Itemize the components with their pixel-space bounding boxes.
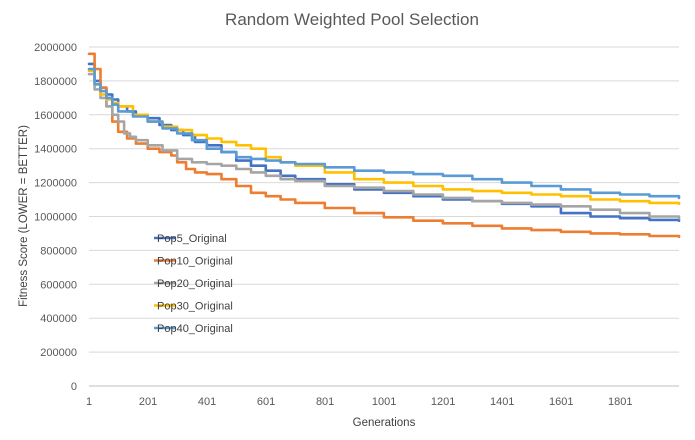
x-tick-label: 601 [257,396,275,408]
y-tick-label: 1400000 [34,144,77,156]
chart-title: Random Weighted Pool Selection [225,10,479,29]
x-tick-label: 401 [198,396,216,408]
y-tick-label: 1000000 [34,212,77,224]
y-tick-label: 2000000 [34,42,77,54]
y-tick-label: 1600000 [34,110,77,122]
y-tick-label: 1200000 [34,178,77,190]
legend-label: Pop10_Original [157,256,233,268]
series-lines [87,52,681,239]
legend-label: Pop40_Original [157,323,233,335]
x-tick-label: 201 [139,396,157,408]
y-tick-label: 600000 [40,279,77,291]
y-tick-label: 1800000 [34,76,77,88]
legend-label: Pop20_Original [157,278,233,290]
x-tick-label: 1601 [549,396,573,408]
x-tick-label: 1401 [490,396,514,408]
y-axis-tick-labels: 0 200000 400000 600000 800000 1000000 1200000 1… [34,42,77,393]
x-axis-label: Generations [353,417,416,429]
legend-label: Pop5_Original [157,233,227,245]
legend-label: Pop30_Original [157,301,233,313]
y-tick-label: 800000 [40,245,77,257]
x-tick-label: 1201 [431,396,455,408]
x-tick-label: 1 [86,396,92,408]
y-tick-label: 400000 [40,313,77,325]
y-tick-label: 200000 [40,347,77,359]
y-axis-label: Fitness Score (LOWER = BETTER) [18,125,30,307]
x-tick-label: 801 [316,396,334,408]
y-tick-label: 0 [71,381,77,393]
series-line-pop10-original [87,52,681,239]
x-axis-tick-labels: 1 201 401 601 801 1001 1201 1401 1601 1801 [86,396,633,408]
x-tick-label: 1001 [372,396,396,408]
series-line-pop40-original [87,67,681,200]
series-line-pop20-original [87,72,681,220]
x-tick-label: 1801 [608,396,632,408]
legend: Pop5_Original Pop10_Original Pop20_Origina… [154,233,233,335]
